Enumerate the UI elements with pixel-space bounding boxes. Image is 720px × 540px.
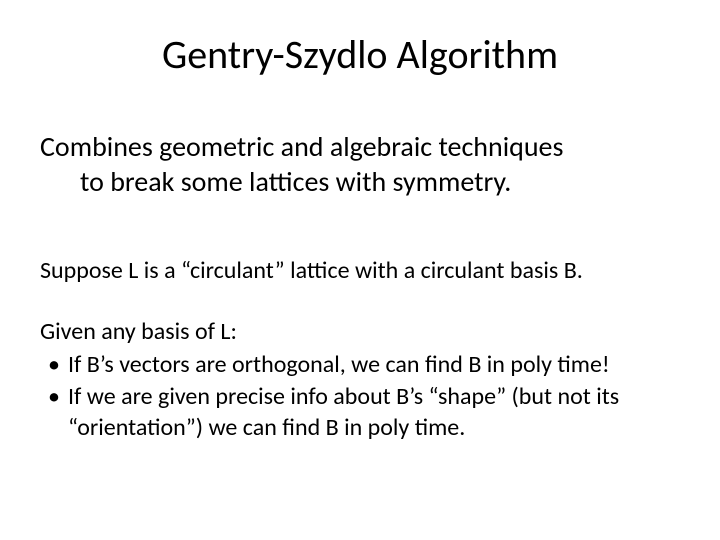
- slide: Gentry-Szydlo Algorithm Combines geometr…: [0, 0, 720, 540]
- bullet-list: If B’s vectors are orthogonal, we can fi…: [40, 349, 680, 443]
- bullet-item: If we are given precise info about B’s “…: [40, 381, 680, 443]
- subtitle-line-2: to break some lattices with symmetry.: [40, 164, 670, 199]
- body2-lead: Given any basis of L:: [40, 317, 237, 346]
- bullet-item: If B’s vectors are orthogonal, we can fi…: [40, 349, 680, 380]
- body-paragraph-1: Suppose L is a “circulant” lattice with …: [40, 255, 680, 286]
- slide-subtitle: Combines geometric and algebraic techniq…: [40, 129, 680, 199]
- slide-title: Gentry-Szydlo Algorithm: [40, 30, 680, 79]
- body-paragraph-2: Given any basis of L: If B’s vectors are…: [40, 316, 680, 443]
- subtitle-line-1: Combines geometric and algebraic techniq…: [40, 129, 670, 164]
